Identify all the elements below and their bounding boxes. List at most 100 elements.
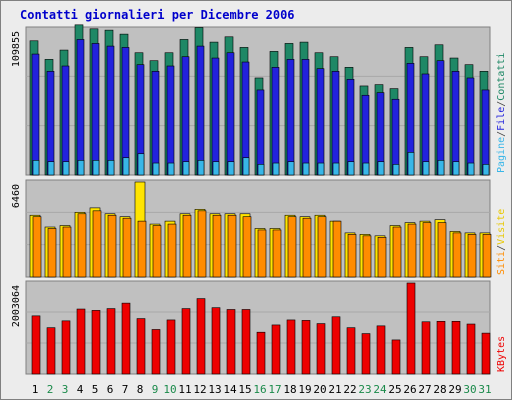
bar-file-day-19 (301, 59, 310, 176)
legend-label: KBytes (496, 336, 507, 372)
bar-pagine-day-14 (227, 161, 235, 176)
x-tick-label-day-28: 28 (433, 383, 446, 396)
bar-kbytes-day-2 (46, 327, 56, 375)
x-tick-label-day-10: 10 (163, 383, 176, 396)
x-tick-label-day-25: 25 (388, 383, 401, 396)
panel-3-max-label: 2003064 (11, 285, 22, 327)
bar-pagine-day-29 (452, 161, 460, 176)
bar-pagine-day-6 (107, 160, 115, 176)
bar-kbytes-day-3 (61, 320, 71, 375)
bar-siti-day-27 (422, 222, 432, 278)
bar-siti-day-23 (362, 235, 372, 278)
bar-kbytes-day-8 (136, 318, 146, 375)
x-tick-label-day-3: 3 (62, 383, 69, 396)
legend-label: File (496, 107, 507, 131)
x-tick-label-day-5: 5 (92, 383, 99, 396)
bar-pagine-day-19 (302, 162, 310, 176)
x-tick-label-day-11: 11 (178, 383, 191, 396)
x-tick-label-day-27: 27 (418, 383, 431, 396)
bar-siti-day-1 (32, 216, 42, 278)
bar-siti-day-19 (302, 217, 312, 278)
bar-kbytes-day-13 (211, 307, 221, 375)
bar-file-day-13 (211, 57, 220, 176)
bar-siti-day-24 (377, 236, 387, 278)
bar-kbytes-day-16 (256, 331, 266, 375)
bar-kbytes-day-30 (466, 323, 476, 375)
bar-pagine-day-18 (287, 161, 295, 176)
bar-kbytes-day-27 (421, 321, 431, 375)
bar-kbytes-day-6 (106, 308, 116, 375)
bar-kbytes-day-21 (331, 316, 341, 375)
legend-label: Visite (496, 209, 507, 245)
x-tick-label-day-7: 7 (122, 383, 129, 396)
bar-siti-day-28 (437, 222, 447, 278)
bar-file-day-3 (61, 65, 70, 176)
bar-pagine-day-24 (377, 161, 385, 176)
bar-pagine-day-31 (482, 164, 490, 176)
panel-1-legend: Pagine/File/Contatti (496, 53, 507, 173)
panel-1-max-label: 109855 (11, 31, 22, 67)
bar-siti-day-12 (197, 210, 207, 278)
bar-siti-day-17 (272, 229, 282, 278)
bar-pagine-day-5 (92, 160, 100, 176)
bar-kbytes-day-31 (481, 332, 491, 375)
panel-3-legend: KBytes (496, 336, 507, 372)
panel-2-legend: Siti/Visite (496, 209, 507, 275)
bar-pagine-day-9 (152, 162, 160, 176)
bar-kbytes-day-11 (181, 308, 191, 375)
x-tick-label-day-4: 4 (77, 383, 84, 396)
x-tick-label-day-23: 23 (358, 383, 371, 396)
bar-kbytes-day-12 (196, 298, 206, 375)
bar-pagine-day-17 (272, 162, 280, 176)
bar-file-day-20 (316, 68, 325, 176)
bar-kbytes-day-1 (31, 315, 41, 375)
x-tick-label-day-31: 31 (478, 383, 491, 396)
bar-kbytes-day-29 (451, 321, 461, 375)
bar-siti-day-9 (152, 225, 162, 278)
plot-area: 109855Pagine/File/Contatti6460Siti/Visit… (11, 24, 507, 396)
bar-file-day-4 (76, 39, 85, 176)
bar-file-day-28 (436, 60, 445, 176)
legend-label: Siti (496, 251, 507, 275)
bar-pagine-day-25 (392, 164, 400, 176)
bar-pagine-day-23 (362, 162, 370, 176)
bar-siti-day-30 (467, 234, 477, 278)
bar-siti-day-21 (332, 220, 342, 278)
bar-file-day-29 (451, 71, 460, 176)
x-tick-label-day-9: 9 (152, 383, 159, 396)
bar-file-day-7 (121, 47, 130, 176)
x-tick-label-day-21: 21 (328, 383, 341, 396)
bar-siti-day-11 (182, 214, 192, 278)
bar-siti-day-22 (347, 234, 357, 278)
x-tick-label-day-29: 29 (448, 383, 461, 396)
bar-file-day-27 (421, 73, 430, 176)
legend-label: / (496, 101, 507, 107)
bar-kbytes-day-24 (376, 325, 386, 375)
bar-siti-day-8 (137, 220, 147, 278)
x-tick-label-day-14: 14 (223, 383, 237, 396)
bar-kbytes-day-20 (316, 323, 326, 375)
bar-kbytes-day-17 (271, 324, 281, 375)
x-tick-label-day-24: 24 (373, 383, 387, 396)
x-tick-label-day-30: 30 (463, 383, 476, 396)
bar-file-day-10 (166, 65, 175, 176)
bar-file-day-21 (331, 71, 340, 176)
legend-label: Contatti (496, 53, 507, 101)
bar-pagine-day-1 (32, 160, 40, 176)
bar-kbytes-day-18 (286, 319, 296, 375)
bar-siti-day-15 (242, 216, 252, 278)
panel-2-max-label: 6460 (11, 184, 22, 208)
bar-file-day-14 (226, 52, 235, 176)
bar-siti-day-25 (392, 226, 402, 278)
bar-file-day-18 (286, 59, 295, 176)
bar-file-day-5 (91, 43, 100, 176)
bar-kbytes-day-4 (76, 308, 86, 375)
x-tick-label-day-19: 19 (298, 383, 311, 396)
bar-pagine-day-3 (62, 161, 70, 176)
bar-kbytes-day-25 (391, 339, 401, 375)
bar-kbytes-day-19 (301, 320, 311, 375)
bar-kbytes-day-22 (346, 327, 356, 375)
x-tick-label-day-26: 26 (403, 383, 416, 396)
bar-siti-day-4 (77, 213, 87, 278)
